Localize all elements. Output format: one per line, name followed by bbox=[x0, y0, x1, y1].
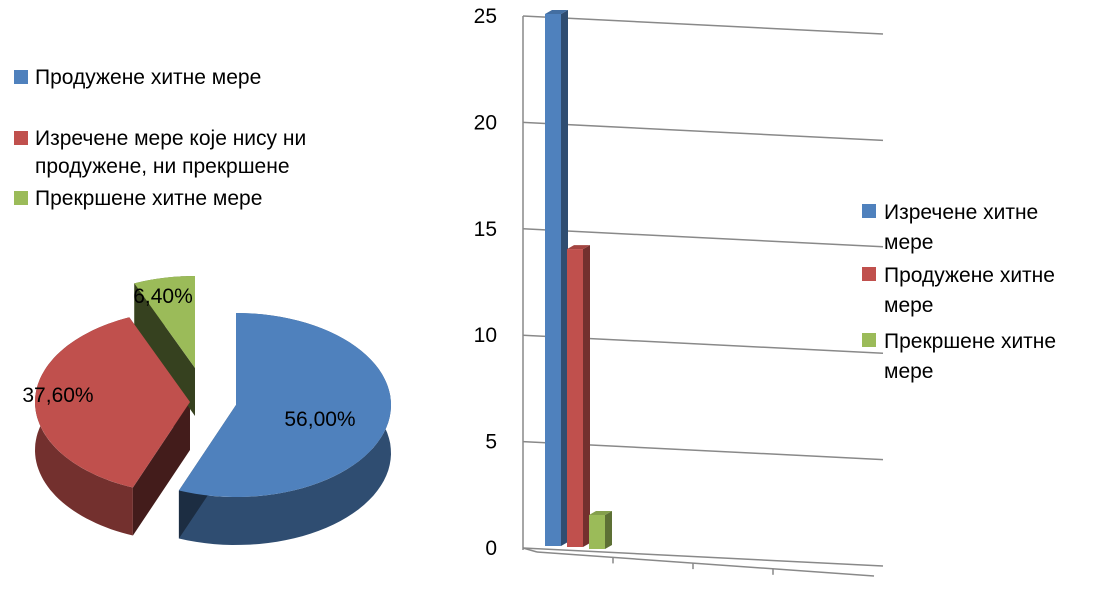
bar-legend-label: Изречене хитне bbox=[884, 201, 1038, 224]
pie-data-label: 37,60% bbox=[22, 384, 93, 407]
pie-data-label: 6,40% bbox=[133, 285, 193, 308]
bar-y-tick-label: 25 bbox=[474, 5, 497, 28]
bar-legend-label: мере bbox=[884, 294, 933, 317]
bar-top bbox=[545, 10, 568, 14]
bar-legend-label: Прекршене хитне bbox=[884, 330, 1056, 353]
bar-gridline bbox=[522, 547, 884, 567]
pie-legend-swatch bbox=[14, 70, 28, 84]
bar-y-tick-label: 20 bbox=[474, 111, 497, 134]
bar-depth-axis-line bbox=[522, 547, 538, 553]
bar-y-tick-label: 0 bbox=[485, 537, 497, 560]
pie-legend-swatch bbox=[14, 131, 28, 145]
pie-legend: Продужене хитне мере Изречене мере које н… bbox=[14, 66, 306, 210]
pie-legend-swatch bbox=[14, 191, 28, 205]
bar-y-tick-label: 15 bbox=[474, 218, 497, 241]
pie-legend-label: Изречене мере које нису ни bbox=[35, 127, 306, 150]
pie-data-label: 56,00% bbox=[284, 408, 355, 431]
bar-gridline bbox=[522, 15, 884, 35]
bar-top bbox=[589, 510, 612, 515]
bar-gridline bbox=[522, 228, 884, 248]
bar-axes bbox=[522, 16, 875, 577]
bar-legend-label: мере bbox=[884, 360, 933, 383]
bar-x-axis-line bbox=[536, 551, 875, 577]
pie-legend-label: продужене, ни прекршене bbox=[35, 155, 290, 178]
pie-slice-edge bbox=[132, 402, 190, 536]
bar-legend: Изречене хитне мере Продужене хитне мере Пре… bbox=[862, 201, 1056, 383]
pie-slice bbox=[134, 276, 195, 368]
pie-legend-label: Продужене хитне мере bbox=[35, 66, 261, 89]
bar-bars bbox=[545, 10, 612, 549]
bar-side bbox=[605, 510, 612, 549]
pie-slices bbox=[35, 276, 392, 545]
pie-legend-label: Прекршене хитне мере bbox=[35, 187, 262, 210]
bar-side bbox=[583, 245, 590, 547]
bar-side bbox=[561, 10, 568, 546]
bar-chart: 0 5 10 15 20 25 Изречене хитне мере Продужене х… bbox=[474, 5, 1056, 577]
bar-legend-swatch bbox=[862, 267, 876, 281]
pie-slice-edge bbox=[134, 283, 195, 416]
bar-y-tick-label: 10 bbox=[474, 324, 497, 347]
bar-y-tick-label: 5 bbox=[485, 431, 497, 454]
bar bbox=[589, 514, 605, 549]
bar-legend-swatch bbox=[862, 204, 876, 218]
pie-slice bbox=[178, 312, 392, 498]
bar-legend-swatch bbox=[862, 333, 876, 347]
pie-data-labels: 56,00% 37,60% 6,40% bbox=[22, 285, 355, 431]
pie-chart: Продужене хитне мере Изречене мере које н… bbox=[14, 66, 392, 545]
bar bbox=[567, 249, 583, 547]
bar-legend-label: мере bbox=[884, 231, 933, 254]
pie-slice bbox=[35, 317, 190, 488]
bar bbox=[545, 14, 561, 546]
bar-top bbox=[567, 245, 590, 250]
bar-y-tick-labels: 0 5 10 15 20 25 bbox=[474, 5, 497, 560]
bar-gridline bbox=[522, 121, 884, 142]
bar-legend-label: Продужене хитне bbox=[884, 264, 1055, 287]
